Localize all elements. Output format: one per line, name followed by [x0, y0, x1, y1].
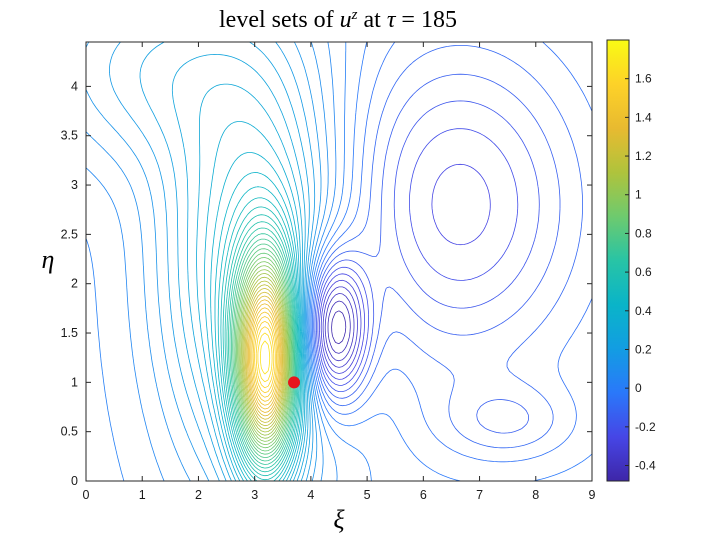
contour-level-39 [241, 276, 287, 433]
contour-level-50 [254, 320, 276, 394]
contour-level-51 [255, 326, 275, 389]
x-tick-label: 0 [83, 488, 90, 502]
contour-level-25 [222, 206, 300, 481]
colorbar-tick-label: 0 [635, 381, 642, 395]
contour-level-40 [242, 280, 287, 430]
contour-level-17 [139, 42, 311, 481]
colorbar-tick-label: 0.6 [635, 265, 652, 279]
contour-level-5 [319, 163, 491, 380]
contour-level-20 [204, 121, 306, 481]
contour-level-44 [246, 295, 283, 417]
y-tick-label: 1 [71, 375, 78, 389]
colorbar-tick-label: 1 [635, 188, 642, 202]
contour-level-35 [237, 261, 291, 445]
contour-level-41 [243, 284, 286, 427]
colorbar-tick-label: 0.4 [635, 304, 652, 318]
colorbar-ticks: -0.4 -0.2 0 0.2 0.4 0.6 0.8 1 1.2 1.4 1.6 [625, 72, 656, 473]
contour-level-26 [224, 214, 299, 477]
y-tick-label: 3 [71, 178, 78, 192]
contour-level-52 [257, 332, 273, 383]
x-tick-label: 1 [139, 488, 146, 502]
y-tick-label: 2.5 [61, 227, 78, 241]
contour-level-32 [233, 248, 293, 455]
contour-level-14 [86, 42, 329, 481]
colorbar-tick-label: -0.4 [635, 459, 656, 473]
colorbar-tick-label: 0.2 [635, 342, 652, 356]
contour-level-37 [239, 269, 289, 439]
x-tick-label: 2 [195, 488, 202, 502]
colorbar-tick-label: 1.4 [635, 110, 652, 124]
y-tick-label: 4 [71, 79, 78, 93]
contour-level-16 [109, 42, 316, 481]
contour-level-8 [314, 73, 561, 434]
contour-level-22 [214, 172, 303, 481]
x-tick-label: 4 [307, 488, 314, 502]
contour-level-3 [322, 286, 358, 368]
x-tick-label: 9 [589, 488, 596, 502]
y-tick-label: 2 [71, 277, 78, 291]
contour-level-46 [249, 303, 281, 410]
contour-level-36 [238, 265, 290, 442]
contour-level-4 [320, 279, 362, 374]
chart-title: level sets of uz at τ = 185 [219, 7, 457, 33]
y-tick-label: 0.5 [61, 425, 78, 439]
contour-level-38 [240, 273, 288, 436]
contour-lines [86, 42, 592, 481]
contour-level-13 [86, 42, 338, 481]
x-tick-label: 3 [251, 488, 258, 502]
contour-level-10 [312, 42, 592, 463]
contour-level-29 [229, 233, 296, 465]
contour-level-12 [86, 42, 372, 481]
y-tick-label: 3.5 [61, 129, 78, 143]
y-axis-ticks: 0 0.5 1 1.5 2 2.5 3 3.5 4 [61, 79, 592, 488]
colorbar-tick-label: 1.6 [635, 72, 652, 86]
y-tick-label: 0 [71, 474, 78, 488]
contour-level-11 [310, 42, 592, 481]
contour-level-53 [260, 340, 271, 375]
contour-level-47 [250, 307, 280, 406]
x-tick-label: 6 [420, 488, 427, 502]
contour-level-19 [196, 83, 307, 481]
x-axis-label: ξ [333, 505, 345, 534]
y-axis-label: η [42, 245, 55, 274]
plot-frame [85, 41, 593, 482]
contour-level-9 [313, 45, 583, 449]
x-tick-label: 8 [532, 488, 539, 502]
colorbar-tick-label: -0.2 [635, 420, 656, 434]
contour-level-27 [226, 221, 298, 473]
y-tick-label: 1.5 [61, 326, 78, 340]
contour-level-6 [317, 128, 519, 386]
contour-level-2 [324, 293, 355, 362]
contour-level-7 [316, 100, 540, 392]
x-tick-label: 5 [364, 488, 371, 502]
contour-level-45 [248, 299, 282, 413]
contour-level-23 [217, 186, 302, 481]
colorbar-tick-label: 1.2 [635, 149, 652, 163]
contour-level-31 [232, 243, 294, 458]
contour-level-42 [244, 288, 285, 423]
contour-level-33 [234, 252, 292, 452]
x-tick-label: 7 [476, 488, 483, 502]
contour-level-0 [331, 310, 347, 345]
contour-level-48 [251, 311, 279, 402]
x-axis-ticks: 0 1 2 3 4 5 6 7 8 9 [83, 42, 596, 502]
colorbar [606, 39, 630, 482]
contour-level-15 [86, 42, 322, 481]
contour-level-24 [220, 197, 301, 481]
contour-level-1 [327, 300, 351, 354]
contour-level-34 [236, 257, 292, 449]
colorbar-tick-label: 0.8 [635, 226, 652, 240]
contour-level-21 [210, 152, 304, 481]
contour-level-49 [252, 316, 277, 398]
contour-level-28 [228, 227, 297, 469]
contour-level-18 [171, 54, 309, 481]
contour-level-43 [245, 291, 284, 420]
red-marker-dot [288, 376, 301, 389]
contour-level-30 [231, 238, 295, 462]
